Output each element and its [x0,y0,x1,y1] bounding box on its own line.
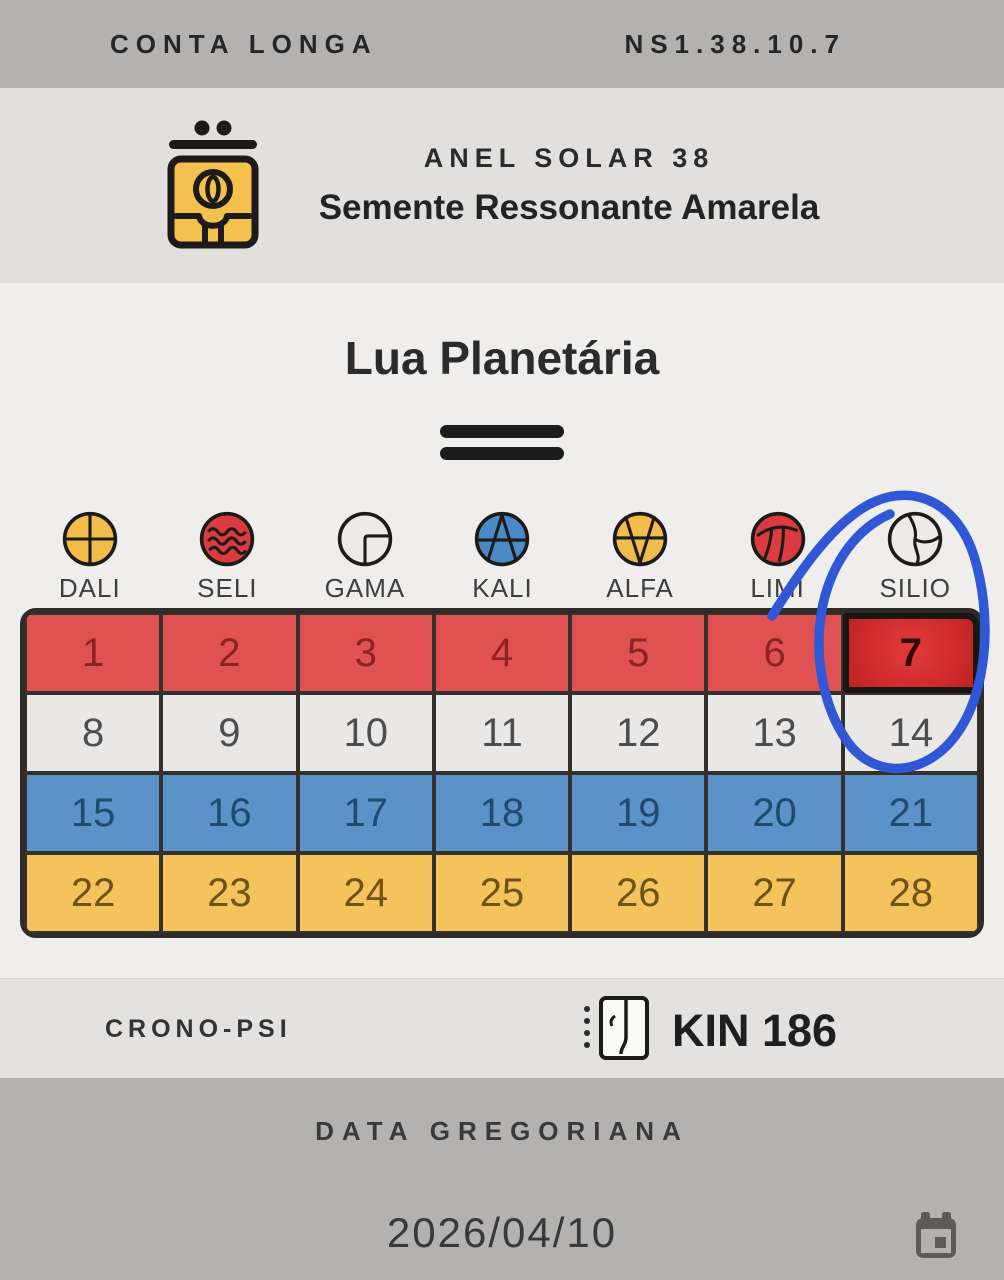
day-cell-12[interactable]: 12 [570,693,707,773]
day-cell-17[interactable]: 17 [297,773,434,853]
year-bearer-name: Semente Ressonante Amarela [318,188,820,227]
day-cell-28[interactable]: 28 [842,853,979,933]
crono-psi-bar: CRONO-PSI KIN 186 [0,978,1004,1078]
top-bar: CONTA LONGA NS1.38.10.7 [0,0,1004,88]
solar-ring-text: ANEL SOLAR 38 Semente Ressonante Amarela [264,143,1004,228]
day-cell-16[interactable]: 16 [161,773,298,853]
tone-bar [440,447,564,460]
day-cell-3[interactable]: 3 [297,613,434,693]
crono-psi-label: CRONO-PSI [105,1015,292,1043]
tone-bar [440,425,564,438]
plasma-label: SELI [197,573,258,603]
plasma-seli: SELI [159,510,297,604]
day-cell-22[interactable]: 22 [25,853,162,933]
day-cell-23[interactable]: 23 [161,853,298,933]
yellow-seed-tone7-icon [162,117,264,254]
long-count-value: NS1.38.10.7 [624,28,846,59]
day-cell-18[interactable]: 18 [433,773,571,853]
day-cell-27[interactable]: 27 [706,853,843,933]
day-cell-6[interactable]: 6 [706,613,843,693]
day-cell-15[interactable]: 15 [25,773,162,853]
plasma-label: SILIO [879,573,951,603]
psi-glyph-card-icon [580,993,658,1068]
plasma-label: ALFA [606,573,674,603]
moon-section: Lua Planetária DALI [0,283,1004,938]
plasma-label: LIMI [750,573,805,603]
day-cell-4[interactable]: 4 [433,613,571,693]
day-cell-21[interactable]: 21 [842,773,979,853]
plasma-label: KALI [472,573,533,603]
kali-a-circle-icon [473,510,531,568]
plasma-limi: LIMI [709,510,847,604]
moon-title: Lua Planetária [344,332,660,384]
plasma-kali: KALI [434,510,572,604]
gama-corner-circle-icon [336,510,394,568]
kin-group: KIN 186 [580,993,837,1068]
day-cell-10[interactable]: 10 [297,693,434,773]
day-cell-11[interactable]: 11 [433,693,571,773]
long-count-title: CONTA LONGA [110,28,378,59]
day-cell-20[interactable]: 20 [706,773,843,853]
tone-10-two-bars-icon [0,425,1004,460]
day-cell-8[interactable]: 8 [25,693,162,773]
moon-day-grid: 1 2 3 4 5 6 7 8 9 10 11 12 13 14 15 16 17 18 19 20 21 22 23 24 2… [20,608,984,938]
dali-cross-circle-icon [61,510,119,568]
kin-number: KIN 186 [672,1004,838,1056]
day-cell-13[interactable]: 13 [706,693,843,773]
solar-ring-section: ANEL SOLAR 38 Semente Ressonante Amarela [0,88,1004,283]
gregorian-label: DATA GREGORIANA [315,1116,689,1146]
plasma-dali: DALI [21,510,159,604]
day-cell-2[interactable]: 2 [161,613,298,693]
seli-waves-circle-icon [198,510,256,568]
day-cell-9[interactable]: 9 [161,693,298,773]
day-cell-5[interactable]: 5 [570,613,707,693]
gregorian-section: DATA GREGORIANA 2026/04/10 [0,1078,1004,1280]
plasma-label: DALI [58,573,121,603]
plasma-alfa: ALFA [571,510,709,604]
day-cell-7[interactable]: 7 [842,613,979,693]
plasma-label: GAMA [324,573,406,603]
day-cell-1[interactable]: 1 [25,613,162,693]
day-cell-24[interactable]: 24 [297,853,434,933]
gregorian-date: 2026/04/10 [386,1209,618,1256]
silio-triskel-circle-icon [886,510,944,568]
day-cell-26[interactable]: 26 [570,853,707,933]
solar-ring-label: ANEL SOLAR 38 [423,143,715,173]
calendar-picker-icon[interactable] [914,1212,958,1265]
plasma-header-row: DALI SELI [21,510,984,604]
plasma-gama: GAMA [296,510,434,604]
day-cell-14[interactable]: 14 [842,693,979,773]
plasma-silio: SILIO [846,510,984,604]
limi-curves-circle-icon [749,510,807,568]
alfa-v-circle-icon [611,510,669,568]
day-cell-19[interactable]: 19 [570,773,707,853]
day-cell-25[interactable]: 25 [433,853,571,933]
